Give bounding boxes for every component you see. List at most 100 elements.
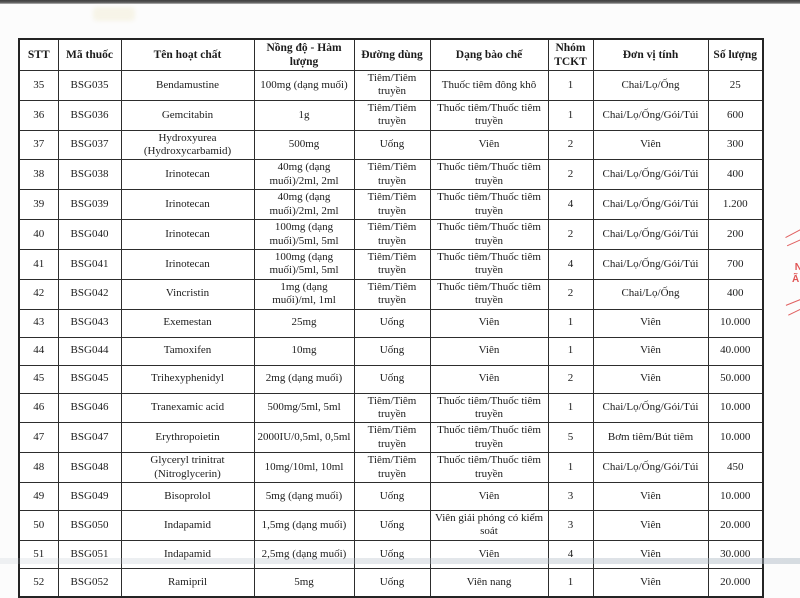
table-cell: Vincristin [120, 278, 255, 310]
table-cell: 40mg (dạng muối)/2ml, 2ml [253, 189, 355, 221]
table-cell: BSG048 [57, 452, 122, 483]
table-cell: 40.000 [707, 336, 764, 366]
table-cell: Uống [353, 509, 431, 541]
table-cell: Chai/Lọ/Ống/Gói/Túi [592, 219, 709, 250]
table-cell: Thuốc tiêm/Thuốc tiêm truyền [429, 99, 549, 131]
table-cell: Irinotecan [120, 219, 255, 250]
table-cell: 41 [18, 248, 59, 280]
table-row: 49 BSG049 Bisoprolol 5mg (dạng muối) Uống Viê… [18, 481, 764, 511]
table-cell: Uống [353, 567, 431, 598]
table-cell: 37 [18, 129, 59, 161]
table-cell: 1 [547, 392, 594, 424]
table-cell: Viên nang [429, 567, 549, 598]
table-cell: Viên [429, 539, 549, 569]
table-cell: Ramipril [120, 567, 255, 598]
table-cell: Tiêm/Tiêm truyền [353, 189, 431, 221]
table-cell: BSG036 [57, 99, 122, 131]
header-cell: STT [18, 38, 59, 72]
table-cell: Thuốc tiêm/Thuốc tiêm truyền [429, 452, 549, 483]
table-cell: Exemestan [120, 308, 255, 338]
table-cell: 35 [18, 70, 59, 101]
table-cell: 1 [547, 452, 594, 483]
table-cell: Thuốc tiêm/Thuốc tiêm truyền [429, 422, 549, 454]
table-cell: Thuốc tiêm/Thuốc tiêm truyền [429, 219, 549, 250]
table-cell: 4 [547, 248, 594, 280]
table-cell: 10.000 [707, 308, 764, 338]
table-cell: 48 [18, 452, 59, 483]
table-cell: 500mg [253, 129, 355, 161]
stamp-stroke [785, 295, 800, 306]
table-cell: Bendamustine [120, 70, 255, 101]
stamp-stroke [786, 234, 800, 247]
table-row: 44 BSG044 Tamoxifen 10mg Uống Viên 1 Viên 40.000 [18, 336, 764, 366]
table-cell: 5mg [253, 567, 355, 598]
table-cell: Tiêm/Tiêm truyền [353, 219, 431, 250]
table-cell: BSG041 [57, 248, 122, 280]
header-cell: Mã thuốc [57, 38, 122, 72]
table-cell: 52 [18, 567, 59, 598]
table-cell: Thuốc tiêm/Thuốc tiêm truyền [429, 278, 549, 310]
table-cell: BSG042 [57, 278, 122, 310]
table-cell: Viên [592, 364, 709, 394]
table-cell: Viên [592, 567, 709, 598]
table-cell: Viên [592, 539, 709, 569]
table-cell: 2 [547, 278, 594, 310]
table-cell: 400 [707, 278, 764, 310]
table-cell: 50.000 [707, 364, 764, 394]
table-cell: 100mg (dạng muối)/5ml, 5ml [253, 248, 355, 280]
table-cell: 2mg (dạng muối) [253, 364, 355, 394]
scan-bottom-shadow [0, 558, 800, 564]
table-cell: BSG046 [57, 392, 122, 424]
table-cell: 300 [707, 129, 764, 161]
table-cell: 450 [707, 452, 764, 483]
header-cell: Đường dùng [353, 38, 431, 72]
table-cell: 3 [547, 509, 594, 541]
table-cell: 38 [18, 159, 59, 191]
table-cell: Uống [353, 364, 431, 394]
table-cell: 44 [18, 336, 59, 366]
table-cell: 1,5mg (dạng muối) [253, 509, 355, 541]
table-cell: Uống [353, 129, 431, 161]
table-cell: Tiêm/Tiêm truyền [353, 452, 431, 483]
table-cell: 1 [547, 308, 594, 338]
table-cell: 2,5mg (dạng muối) [253, 539, 355, 569]
table-cell: 10mg [253, 336, 355, 366]
table-cell: BSG040 [57, 219, 122, 250]
table-row: 36 BSG036 Gemcitabin 1g Tiêm/Tiêm truyền Thuố… [18, 99, 764, 131]
scan-top-edge [0, 0, 800, 4]
table-cell: 10.000 [707, 422, 764, 454]
table-cell: 49 [18, 481, 59, 511]
table-cell: Viên [592, 308, 709, 338]
table-cell: 1 [547, 70, 594, 101]
table-cell: Glyceryl trinitrat (Nitroglycerin) [120, 452, 255, 483]
table-row: 40 BSG040 Irinotecan 100mg (dạng muối)/5ml,… [18, 219, 764, 250]
table-cell: Gemcitabin [120, 99, 255, 131]
table-cell: Viên giải phóng có kiểm soát [429, 509, 549, 541]
table-cell: 25mg [253, 308, 355, 338]
header-cell: Dạng bào chế [429, 38, 549, 72]
stamp-stroke [788, 303, 800, 316]
table-cell: 400 [707, 159, 764, 191]
header-cell: Tên hoạt chất [120, 38, 255, 72]
table-cell: 39 [18, 189, 59, 221]
table-cell: 40 [18, 219, 59, 250]
header-cell: Số lượng [707, 38, 764, 72]
table-cell: 1g [253, 99, 355, 131]
table-cell: Tamoxifen [120, 336, 255, 366]
header-cell: Nồng độ - Hàm lượng [253, 38, 355, 72]
table-cell: Tiêm/Tiêm truyền [353, 392, 431, 424]
scan-smudge [93, 7, 135, 21]
table-cell: Viên [592, 509, 709, 541]
table-row: 46 BSG046 Tranexamic acid 500mg/5ml, 5ml Tiê… [18, 392, 764, 424]
table-cell: 10.000 [707, 392, 764, 424]
table-cell: Tiêm/Tiêm truyền [353, 159, 431, 191]
table-cell: 10mg/10ml, 10ml [253, 452, 355, 483]
table-cell: 2 [547, 129, 594, 161]
table-cell: Chai/Lọ/Ống/Gói/Túi [592, 452, 709, 483]
table-cell: 46 [18, 392, 59, 424]
table-cell: 2000IU/0,5ml, 0,5ml [253, 422, 355, 454]
table-cell: Erythropoietin [120, 422, 255, 454]
table-cell: Bisoprolol [120, 481, 255, 511]
stamp-stroke [785, 224, 800, 239]
table-cell: Chai/Lọ/Ống/Gói/Túi [592, 392, 709, 424]
